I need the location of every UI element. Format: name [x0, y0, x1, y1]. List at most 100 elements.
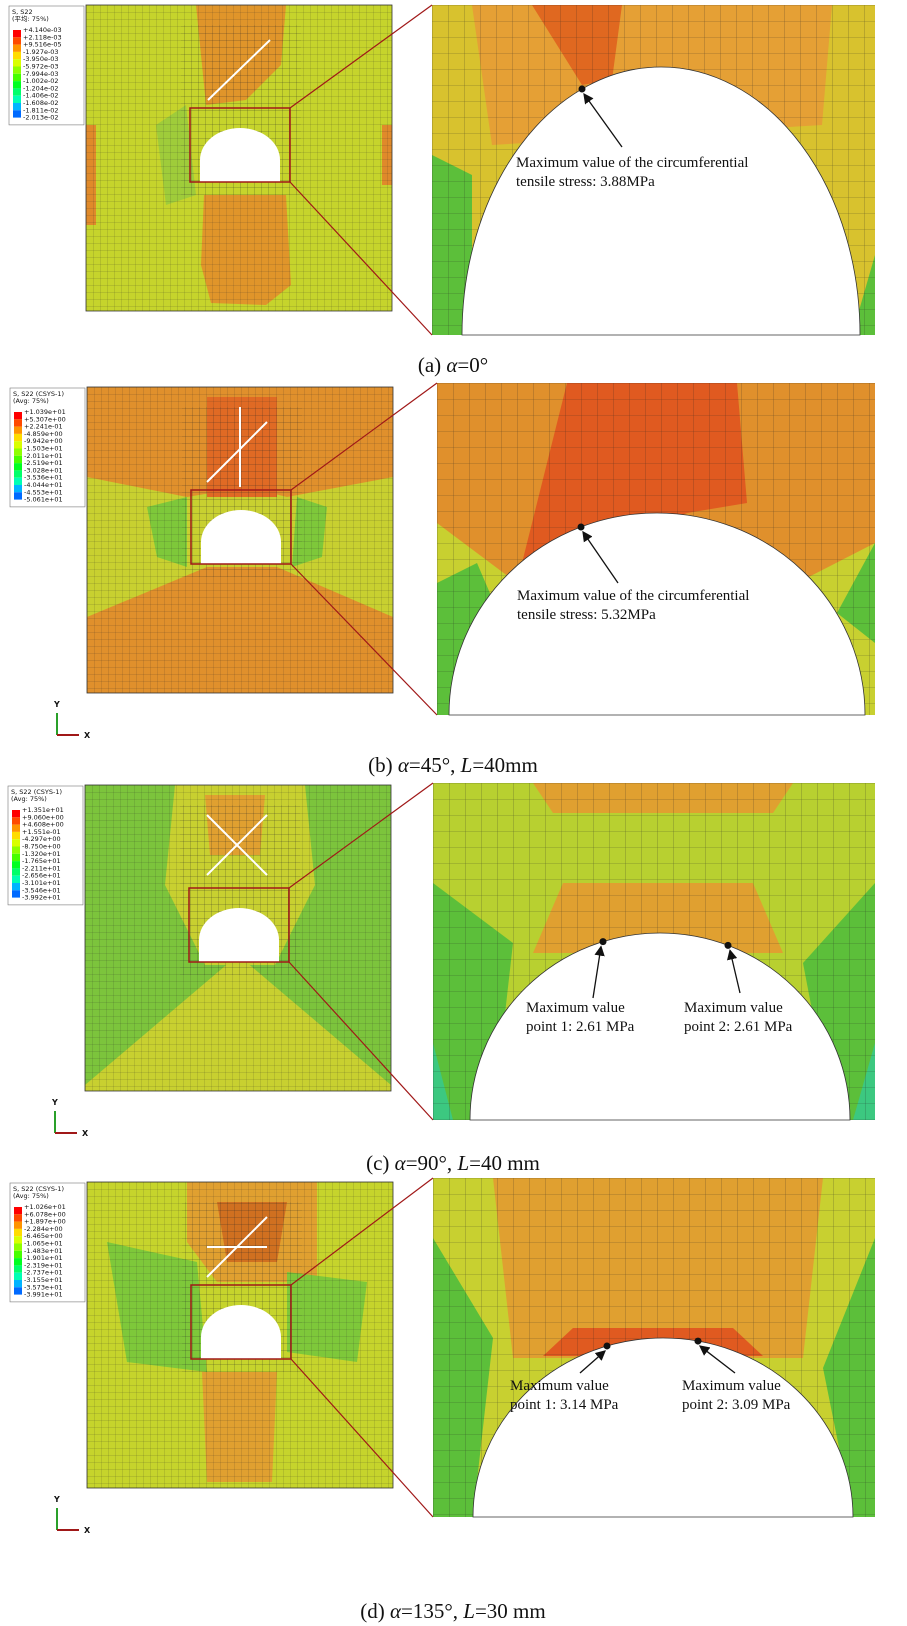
legend-swatch	[14, 1258, 22, 1265]
legend-swatch	[13, 45, 21, 52]
legend: S, S22 (CSYS-1)(Avg: 75%)+1.351e+01+9.06…	[8, 786, 83, 905]
zoom-view: Maximum value point 1: 3.14 MPa Maximum va…	[433, 1178, 875, 1517]
legend-swatch	[13, 96, 21, 103]
legend-swatch	[14, 1207, 22, 1214]
axis-label: Y	[53, 700, 60, 709]
caption-part: (b)	[368, 753, 398, 777]
max-point	[578, 523, 585, 530]
legend-swatch	[14, 485, 22, 492]
caption: (d) α=135°, L=30 mm	[360, 1599, 545, 1623]
axis-label: X	[84, 731, 91, 740]
legend-swatch	[14, 1251, 22, 1258]
zoom-view: Maximum value of the circumferential tens…	[432, 5, 875, 335]
axis-label: Y	[53, 1495, 60, 1504]
annotation: point 1: 2.61 MPa	[526, 1019, 635, 1035]
legend-swatch	[13, 81, 21, 88]
legend-swatch	[14, 1222, 22, 1229]
legend-swatch	[14, 441, 22, 448]
legend-swatch	[13, 67, 21, 74]
legend-swatch	[13, 52, 21, 59]
legend-swatch	[12, 883, 20, 890]
legend-swatch	[14, 463, 22, 470]
legend-title: (Avg: 75%)	[13, 1192, 49, 1200]
legend: S, S22 (CSYS-1)(Avg: 75%)+1.039e+01+5.30…	[10, 388, 85, 507]
axis-label: X	[84, 1526, 91, 1535]
annotation: point 1: 3.14 MPa	[510, 1397, 619, 1413]
legend-swatch	[12, 854, 20, 861]
model-view	[85, 785, 391, 1091]
panel: Maximum value of the circumferential tens…	[10, 383, 875, 777]
max-point	[725, 942, 732, 949]
legend-swatch	[13, 88, 21, 95]
legend-swatch	[14, 412, 22, 419]
legend-swatch	[12, 861, 20, 868]
legend-swatch	[12, 817, 20, 824]
legend-swatch	[12, 839, 20, 846]
max-point	[600, 938, 607, 945]
zoom-view: Maximum value of the circumferential tens…	[437, 383, 875, 715]
legend-value: -5.061e+01	[24, 496, 63, 504]
annotation: tensile stress: 5.32MPa	[517, 607, 656, 623]
caption-part: L	[462, 1599, 475, 1623]
figure: Maximum value of the circumferential tens…	[0, 0, 907, 1626]
caption-part: L	[456, 1151, 469, 1175]
legend-swatch	[14, 1287, 22, 1294]
legend-swatch	[13, 30, 21, 37]
legend-swatch	[13, 37, 21, 44]
legend-swatch	[14, 1236, 22, 1243]
legend-value: -2.013e-02	[23, 114, 59, 122]
legend-swatch	[12, 810, 20, 817]
caption-part: =40 mm	[469, 1151, 540, 1175]
legend-swatch	[14, 478, 22, 485]
legend-title: (平均: 75%)	[12, 14, 49, 23]
caption-part: =40mm	[472, 753, 538, 777]
legend: S, S22 (CSYS-1)(Avg: 75%)+1.026e+01+6.07…	[10, 1183, 85, 1302]
legend-value: -3.991e+01	[24, 1291, 63, 1299]
legend-swatch	[12, 890, 20, 897]
caption: (b) α=45°, L=40mm	[368, 753, 538, 777]
legend-swatch	[14, 1244, 22, 1251]
caption-part: (c)	[366, 1151, 395, 1175]
model-view	[86, 5, 392, 311]
caption-part: =30 mm	[475, 1599, 546, 1623]
axis-label: X	[82, 1129, 89, 1138]
legend-swatch	[13, 59, 21, 66]
legend-swatch	[12, 847, 20, 854]
legend-swatch	[14, 427, 22, 434]
legend-swatch	[14, 456, 22, 463]
legend-swatch	[12, 832, 20, 839]
legend-swatch	[14, 1229, 22, 1236]
caption-part: =0°	[457, 353, 488, 377]
caption-part: (a)	[418, 353, 447, 377]
annotation: Maximum value of the circumferential	[516, 155, 748, 171]
legend-swatch	[14, 434, 22, 441]
legend-swatch	[14, 1273, 22, 1280]
legend-swatch	[14, 1265, 22, 1272]
annotation: Maximum value	[510, 1378, 609, 1394]
legend-title: (Avg: 75%)	[11, 795, 47, 803]
panel: Maximum value of the circumferential tens…	[9, 5, 875, 377]
annotation: point 2: 3.09 MPa	[682, 1397, 791, 1413]
caption-part: (d)	[360, 1599, 390, 1623]
legend-swatch	[14, 1214, 22, 1221]
legend-swatch	[14, 449, 22, 456]
legend-swatch	[14, 419, 22, 426]
legend-swatch	[14, 1280, 22, 1287]
model-view	[87, 1182, 393, 1488]
legend-swatch	[14, 492, 22, 499]
legend-swatch	[13, 110, 21, 117]
legend-swatch	[12, 876, 20, 883]
legend-title: (Avg: 75%)	[13, 397, 49, 405]
annotation: Maximum value	[526, 1000, 625, 1016]
legend: S, S22(平均: 75%)+4.140e-03+2.118e-03+9.51…	[9, 6, 84, 125]
annotation: Maximum value of the circumferential	[517, 588, 749, 604]
caption-part: L	[460, 753, 473, 777]
annotation: tensile stress: 3.88MPa	[516, 174, 655, 190]
caption-part: =45°,	[409, 753, 461, 777]
legend-value: -3.992e+01	[22, 894, 61, 902]
legend-swatch	[13, 103, 21, 110]
annotation: Maximum value	[682, 1378, 781, 1394]
axis-label: Y	[51, 1098, 58, 1107]
model-view	[87, 387, 393, 693]
